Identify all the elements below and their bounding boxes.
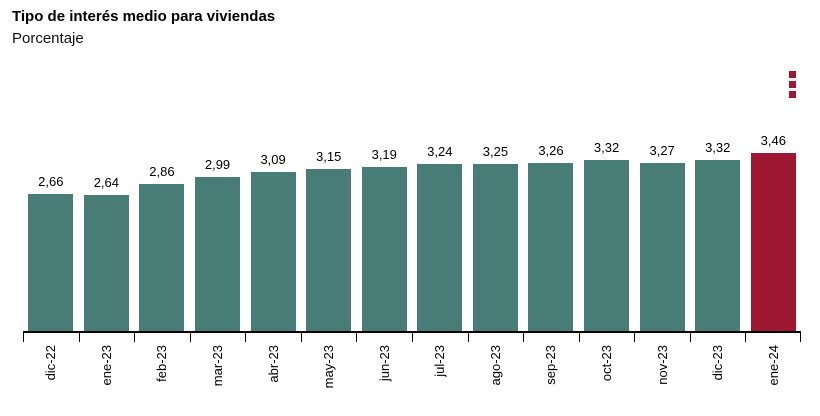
bar-slot: 2,86 <box>134 153 190 331</box>
kebab-dot <box>789 71 796 78</box>
x-axis-label: dic-23 <box>710 345 726 381</box>
bar-value-label: 3,19 <box>371 146 397 162</box>
axis-tick <box>634 333 636 342</box>
x-label-slot: may-23 <box>301 345 357 407</box>
bar-feb-23[interactable] <box>139 183 185 331</box>
axis-tick <box>800 333 801 342</box>
axis-tick <box>78 333 80 342</box>
bar-value-label: 3,25 <box>482 143 509 159</box>
bar-slot: 3,15 <box>301 149 357 331</box>
axis-tick <box>245 333 247 342</box>
bar-chart-plot-area: 2,66 2,64 2,86 2,99 3,09 3,15 3,19 3,24 3,25 3,26… <box>23 133 802 333</box>
x-label-slot: ago-23 <box>468 345 524 407</box>
x-axis-label: nov-23 <box>654 345 670 385</box>
bar-slot: 3,26 <box>523 143 579 331</box>
x-axis-ticks <box>23 333 801 342</box>
bar-jun-23[interactable] <box>361 166 407 331</box>
bar-slot: 3,27 <box>634 143 690 331</box>
x-label-slot: nov-23 <box>634 345 690 407</box>
bar-slot: 2,66 <box>23 153 79 331</box>
bar-abr-23[interactable] <box>250 172 296 331</box>
x-axis-label: oct-23 <box>599 345 615 382</box>
bar-ago-23[interactable] <box>472 163 518 331</box>
bar-value-label: 2,86 <box>149 163 175 179</box>
x-axis-label: ene-24 <box>765 345 781 386</box>
chart-subtitle: Porcentaje <box>12 30 84 47</box>
x-label-slot: dic-23 <box>690 345 746 407</box>
x-label-slot: feb-23 <box>134 345 190 407</box>
bar-slot: 3,09 <box>245 152 301 331</box>
x-axis-label: feb-23 <box>154 345 170 382</box>
kebab-dot <box>789 81 796 88</box>
x-label-slot: ene-23 <box>79 345 135 407</box>
x-label-slot: oct-23 <box>579 345 635 407</box>
bar-value-label: 3,46 <box>760 133 786 148</box>
x-label-slot: mar-23 <box>190 345 246 407</box>
x-axis-label: may-23 <box>321 345 337 389</box>
bar-slot: 3,32 <box>690 140 746 331</box>
x-label-slot: abr-23 <box>245 345 301 407</box>
bar-dic-23[interactable] <box>695 160 741 331</box>
x-axis-label: abr-23 <box>265 345 281 383</box>
x-label-slot: jun-23 <box>356 345 412 407</box>
bar-may-23[interactable] <box>306 168 352 331</box>
axis-tick <box>578 333 580 342</box>
x-axis-label: sep-23 <box>543 345 559 385</box>
x-axis-label: mar-23 <box>210 345 226 387</box>
x-axis-label: jul-23 <box>432 345 448 377</box>
axis-tick <box>745 333 747 342</box>
bar-slot: 3,24 <box>412 144 468 331</box>
axis-tick <box>467 333 469 342</box>
bar-oct-23[interactable] <box>584 160 630 331</box>
axis-tick <box>134 333 136 342</box>
axis-tick <box>356 333 358 342</box>
bar-dic-22[interactable] <box>28 194 74 331</box>
x-axis-label: ene-23 <box>98 345 114 386</box>
bar-value-label: 3,32 <box>593 140 620 156</box>
kebab-menu-icon[interactable] <box>789 71 799 101</box>
bar-value-label: 3,27 <box>649 142 675 158</box>
bar-slot: 3,25 <box>468 144 524 331</box>
axis-tick <box>23 333 24 342</box>
bar-nov-23[interactable] <box>639 162 685 331</box>
axis-tick <box>300 333 302 342</box>
bar-slot: 2,99 <box>190 153 246 331</box>
bar-ene-23[interactable] <box>83 195 129 331</box>
bar-value-label: 3,09 <box>260 152 286 167</box>
bar-ene-24[interactable] <box>750 153 796 331</box>
bar-slot: 3,46 <box>746 133 802 331</box>
bar-slot: 2,64 <box>79 153 135 331</box>
bar-value-label: 2,99 <box>204 157 231 173</box>
x-label-slot: jul-23 <box>412 345 468 407</box>
bar-slot: 3,32 <box>579 140 635 331</box>
x-axis-label: jun-23 <box>376 345 392 382</box>
bar-value-label: 3,15 <box>316 148 342 164</box>
x-axis-label: dic-22 <box>43 345 59 381</box>
axis-tick <box>523 333 525 342</box>
bar-jul-23[interactable] <box>417 164 463 331</box>
bar-value-label: 3,32 <box>705 140 731 156</box>
axis-tick <box>412 333 413 342</box>
axis-tick <box>189 333 191 342</box>
x-axis-label: ago-23 <box>487 345 503 386</box>
x-label-slot: sep-23 <box>523 345 579 407</box>
x-label-slot: ene-24 <box>746 345 802 407</box>
x-label-slot: dic-22 <box>23 345 79 407</box>
x-axis-labels: dic-22 ene-23 feb-23 mar-23 abr-23 may-23 jun-… <box>23 345 801 407</box>
chart-title: Tipo de interés medio para viviendas <box>12 8 276 25</box>
bar-value-label: 3,26 <box>538 143 564 159</box>
bar-mar-23[interactable] <box>195 177 241 331</box>
bar-sep-23[interactable] <box>528 163 574 331</box>
bar-value-label: 2,66 <box>38 174 64 190</box>
axis-tick <box>689 333 691 342</box>
bar-slot: 3,19 <box>356 147 412 331</box>
bar-value-label: 2,64 <box>93 175 120 191</box>
bar-value-label: 3,24 <box>427 144 453 160</box>
kebab-dot <box>789 91 796 98</box>
